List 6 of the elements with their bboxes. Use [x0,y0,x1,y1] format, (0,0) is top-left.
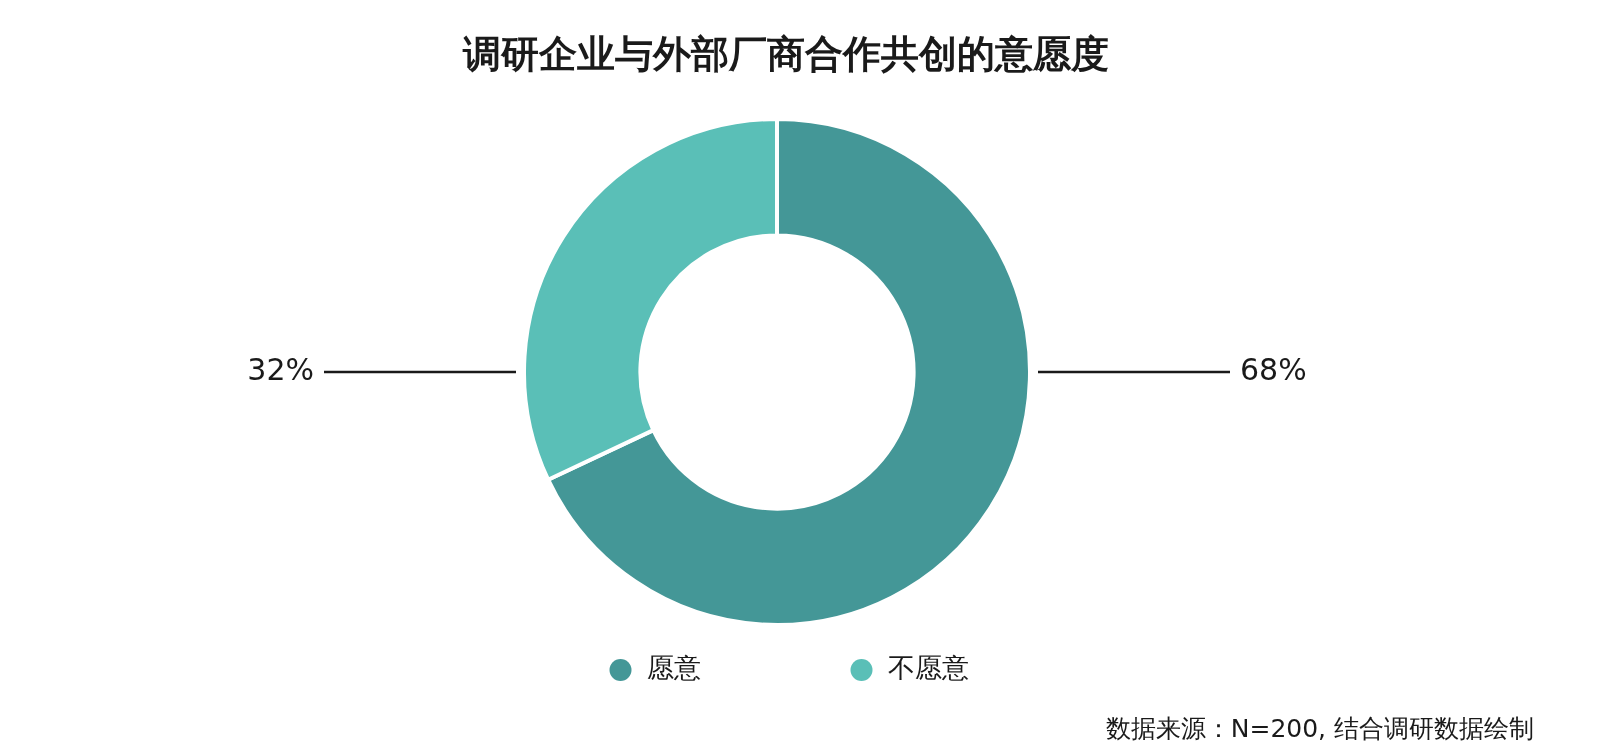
legend-label: 愿意 [646,652,701,684]
chart-title: 调研企业与外部厂商合作共创的意愿度 [461,31,1110,78]
source-note: 数据来源：N=200, 结合调研数据绘制 [1105,713,1534,745]
data-label: 68% [1240,351,1307,387]
data-label: 32% [247,351,314,387]
legend-label: 不愿意 [887,652,969,684]
